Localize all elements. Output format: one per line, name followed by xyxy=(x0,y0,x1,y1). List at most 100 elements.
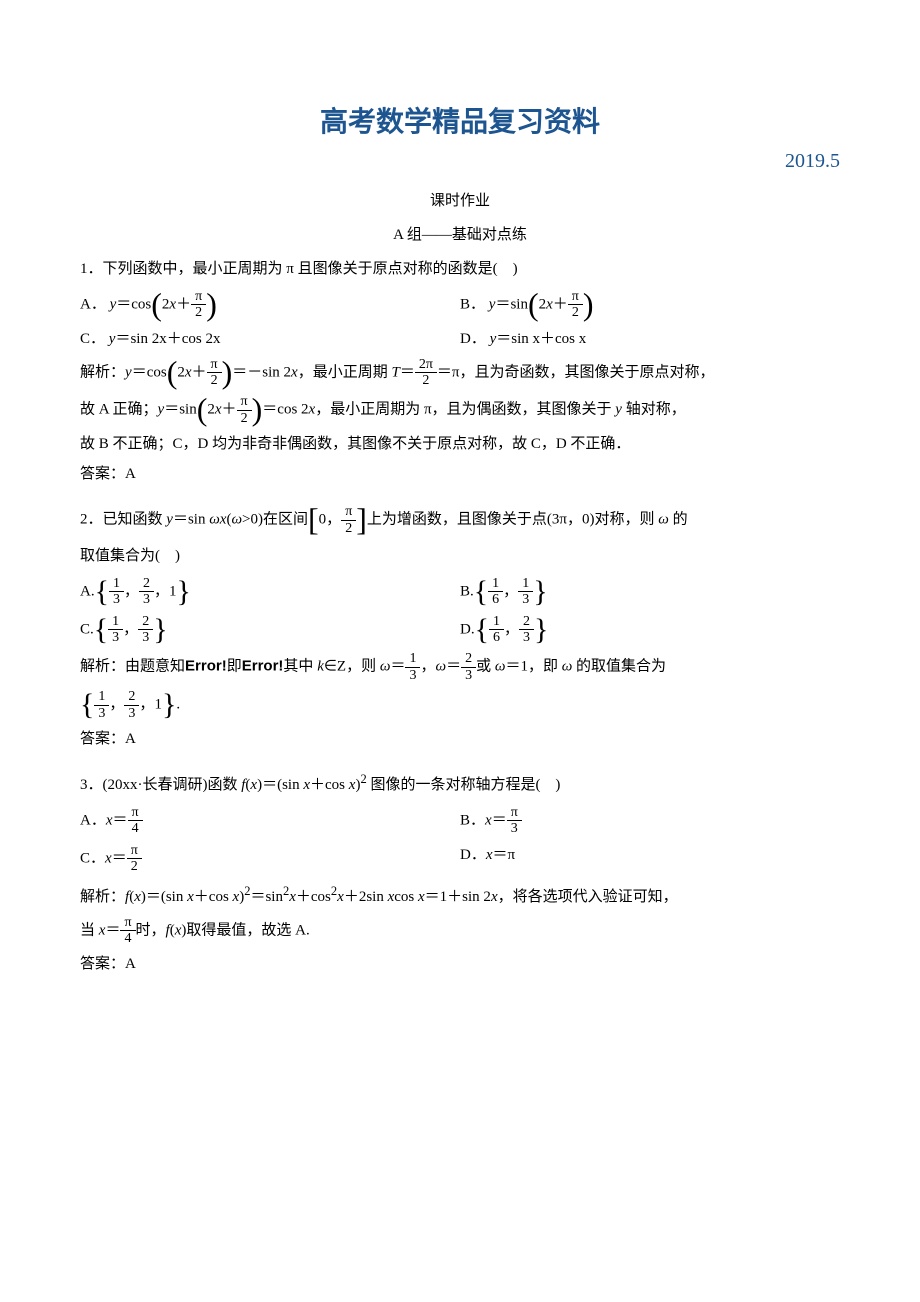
q2set-f1n: 1 xyxy=(94,689,109,705)
q2a-3: 1 xyxy=(169,583,177,599)
q3-optc-eq: ＝ xyxy=(112,850,127,866)
q2b-f1n: 1 xyxy=(488,576,503,592)
q1-analysis-line1: 解析：y＝cos(2x＋π2)＝－sin 2x，最小正周期 T＝2π2＝π，且为… xyxy=(80,357,840,389)
q3-an-x5: x xyxy=(337,889,344,905)
q2b-f1: 16 xyxy=(488,576,503,608)
q3-an2-eq: ＝ xyxy=(105,922,120,938)
q2-stem-line2: 取值集合为( ) xyxy=(80,544,840,568)
q2c-f2: 23 xyxy=(138,614,153,646)
q3-an-label: 解析： xyxy=(80,889,125,905)
q3-optb-x: x xyxy=(485,812,492,828)
q3-an-x7: x xyxy=(418,889,425,905)
q3-an-i: ＝1＋sin 2 xyxy=(425,889,491,905)
q2d-f2: 23 xyxy=(519,614,534,646)
q3-an2-frac: π4 xyxy=(120,915,135,947)
q2a-f2d: 3 xyxy=(139,592,154,607)
q2-an-f2: 23 xyxy=(461,651,476,683)
q1-an-plus: ＋ xyxy=(192,364,207,380)
q2set-f2n: 2 xyxy=(124,689,139,705)
q2-an-e: 或 xyxy=(476,659,495,675)
q1-opta-paren: (2x＋π2) xyxy=(151,289,217,321)
q3-option-c: C．x＝π2 xyxy=(80,843,460,875)
q3-an-f: ＋cos xyxy=(296,889,331,905)
q1-an-eq: ＝ xyxy=(400,364,415,380)
q1-an-Tfrac: 2π2 xyxy=(415,357,437,389)
q3-optb-label: B． xyxy=(460,812,485,828)
q2-an-k: k xyxy=(317,659,324,675)
q2-int-left: 0， xyxy=(319,511,342,527)
q1-stem-text: 1．下列函数中，最小正周期为 π 且图像关于原点对称的函数是( ) xyxy=(80,261,518,277)
q2b-f2: 13 xyxy=(518,576,533,608)
q2-an-f1n: 1 xyxy=(405,651,420,667)
q2-w: ω xyxy=(231,511,242,527)
q1-optb-frac: π2 xyxy=(568,289,583,321)
q1-an-c2: x xyxy=(291,364,298,380)
q2-option-b: B.{16，13} xyxy=(460,576,840,608)
q2-answer-label: 答案： xyxy=(80,731,125,747)
q2-option-d: D.{16，23} xyxy=(460,614,840,646)
q2-an-g: 的取值集合为 xyxy=(572,659,666,675)
q2-stem-line1: 2．已知函数 y＝sin ωx(ω>0)在区间[0，π2]上为增函数，且图像关于… xyxy=(80,504,840,536)
q2d-f1: 16 xyxy=(489,614,504,646)
q2-an-w4: ω xyxy=(562,659,573,675)
q2set-f2d: 3 xyxy=(124,706,139,721)
q1-answer-label: 答案： xyxy=(80,466,125,482)
q3-optb-frac: π3 xyxy=(507,805,522,837)
q3-optd-label: D． xyxy=(460,847,486,863)
q2set-f1d: 3 xyxy=(94,706,109,721)
q3-optb-eq: ＝ xyxy=(492,812,507,828)
q1-answer: 答案：A xyxy=(80,462,840,486)
q2-f: 的 xyxy=(669,511,688,527)
q1-option-c: C． y＝sin 2x＋cos 2x xyxy=(80,327,460,351)
q1-analysis-label: 解析： xyxy=(80,364,125,380)
q2-analysis-line1: 解析：由题意知Error!即Error!其中 k∈Z，则 ω＝13，ω＝23或 … xyxy=(80,651,840,683)
q1-an-d: ，最小正周期 xyxy=(298,364,392,380)
q1-an2-e: 轴对称， xyxy=(622,402,686,418)
q2-opta-set: {13，23，1} xyxy=(95,576,191,608)
q2-optc-set: {13，23} xyxy=(94,614,168,646)
q2-w2: ω xyxy=(658,511,669,527)
q3-an-h: cos xyxy=(394,889,418,905)
q3-an-x2: x xyxy=(187,889,194,905)
q2-an-set: {13，23，1} xyxy=(80,689,176,721)
q2-an-eq1: ＝ xyxy=(390,659,405,675)
q1-option-b: B． y＝sin(2x＋π2) xyxy=(460,289,840,321)
q2-opta-label: A. xyxy=(80,583,95,599)
q1-opta-eq: ＝cos xyxy=(116,296,151,312)
q2-an-eq2: ＝ xyxy=(446,659,461,675)
q2-y: y xyxy=(166,511,173,527)
q1-an2-frac: π2 xyxy=(237,394,252,426)
q1-an-frac1: π2 xyxy=(207,357,222,389)
q3-an-x8: x xyxy=(491,889,498,905)
q3-an2-d: )取得最值，故选 A. xyxy=(181,922,309,938)
q3-answer-value: A xyxy=(125,956,136,972)
q2-options-row2: C.{13，23} D.{16，23} xyxy=(80,614,840,646)
q3-an2-a: 当 xyxy=(80,922,99,938)
q2-b: ＝sin xyxy=(173,511,209,527)
q3-an-x: x xyxy=(134,889,141,905)
q1-optc-rest: ＝sin 2x＋cos 2x xyxy=(115,331,220,347)
q2-err1: Error! xyxy=(185,658,227,675)
q1-analysis-line3: 故 B 不正确；C，D 均为非奇非偶函数，其图像不关于原点对称，故 C，D 不正… xyxy=(80,432,840,456)
q1-options-row1: A． y＝cos(2x＋π2) B． y＝sin(2x＋π2) xyxy=(80,289,840,321)
q3-option-b: B．x＝π3 xyxy=(460,805,840,837)
q1-optd-label: D． xyxy=(460,331,486,347)
q2-an-comma1: ， xyxy=(420,659,435,675)
q3-optb-num: π xyxy=(507,805,522,821)
q1-an2-x: x xyxy=(215,402,222,418)
q3-opta-label: A． xyxy=(80,812,106,828)
q3-e: 图像的一条对称轴方程是( ) xyxy=(367,777,561,793)
q2-an-w2: ω xyxy=(435,659,446,675)
q3-option-d: D．x＝π xyxy=(460,843,840,875)
q3-an-e: ＝sin xyxy=(250,889,283,905)
q3-optc-frac: π2 xyxy=(127,843,142,875)
q1-an-T-den: 2 xyxy=(415,373,437,388)
q2-interval: [0，π2] xyxy=(308,504,367,536)
q1-analysis-line2: 故 A 正确；y＝sin(2x＋π2)＝cos 2x，最小正周期为 π，且为偶函… xyxy=(80,394,840,426)
q1-an-T: T xyxy=(391,364,399,380)
q3-opta-frac: π4 xyxy=(128,805,143,837)
q2-int-frac: π2 xyxy=(341,504,356,536)
q1-an2-2: 2 xyxy=(207,402,215,418)
q3-an-x4: x xyxy=(289,889,296,905)
q2a-f1: 13 xyxy=(109,576,124,608)
